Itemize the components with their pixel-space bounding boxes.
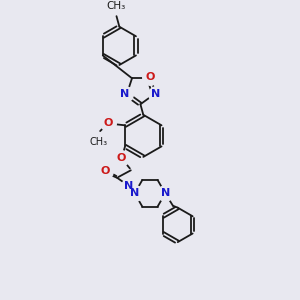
Text: O: O: [100, 166, 110, 176]
Text: O: O: [145, 72, 154, 82]
Text: CH₃: CH₃: [89, 137, 107, 147]
Text: N: N: [124, 181, 134, 190]
Text: N: N: [160, 188, 170, 198]
Text: N: N: [152, 89, 160, 99]
Text: O: O: [116, 153, 126, 163]
Text: O: O: [103, 118, 112, 128]
Text: N: N: [120, 89, 130, 99]
Text: CH₃: CH₃: [107, 2, 126, 11]
Text: N: N: [130, 188, 139, 198]
